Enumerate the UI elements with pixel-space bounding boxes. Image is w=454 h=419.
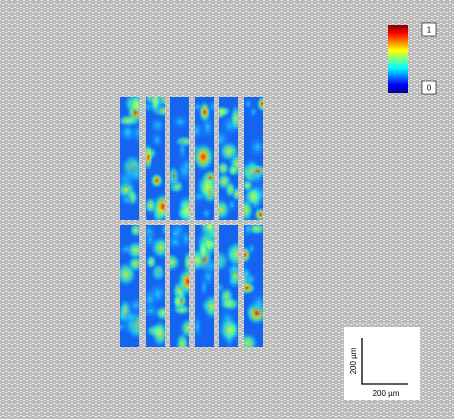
blob [244, 332, 259, 347]
blob [195, 142, 214, 172]
blob [226, 196, 238, 214]
blob [126, 240, 139, 261]
heatmap-strip [170, 225, 189, 347]
blob [149, 97, 162, 116]
blob [129, 97, 139, 116]
blob [256, 97, 263, 113]
blob [244, 272, 259, 287]
heatmap-strip [120, 97, 139, 220]
blob [249, 165, 263, 188]
blob [120, 192, 134, 208]
blob [177, 136, 189, 163]
heatmap-strip [219, 225, 238, 347]
blob [197, 239, 209, 263]
colorbar-max-box [421, 22, 437, 37]
blob [146, 286, 159, 312]
blob [150, 235, 165, 260]
blob [200, 206, 213, 220]
heatmap-strip [195, 97, 214, 220]
colorbar-min: 0 [427, 84, 432, 93]
scale-bar [361, 338, 408, 385]
blob [146, 254, 158, 270]
heatmap-strip [170, 97, 189, 220]
heatmap-strip [219, 97, 238, 220]
blob [219, 253, 229, 271]
blob [224, 180, 237, 199]
blob [202, 293, 214, 321]
colorbar [388, 25, 408, 93]
blob [195, 312, 203, 341]
blob [177, 194, 189, 220]
blob [170, 233, 186, 251]
blob [149, 172, 164, 189]
blob [174, 156, 189, 186]
blob [247, 105, 259, 119]
blob [249, 290, 263, 317]
blob [172, 293, 184, 311]
blob [154, 305, 165, 322]
colorbar-max: 1 [427, 26, 432, 35]
scale-bar-box [344, 327, 420, 400]
blob [149, 267, 165, 282]
blob [146, 142, 154, 172]
blob [170, 113, 189, 131]
blob [199, 276, 210, 298]
blob [147, 115, 165, 136]
scale-bar-x-label: 200 µm [373, 389, 400, 398]
blob [195, 173, 214, 201]
blob [126, 164, 139, 186]
blob [244, 245, 252, 265]
blob [121, 307, 139, 327]
blob [244, 185, 263, 207]
heatmap-strip [244, 225, 263, 347]
blob [159, 225, 165, 239]
blob [219, 160, 231, 177]
heatmap-strips [120, 97, 263, 347]
heatmap-strip [146, 97, 165, 220]
blob [150, 319, 165, 347]
heatmap-strip [195, 225, 214, 347]
blob [219, 105, 232, 118]
heatmap-strip [146, 225, 165, 347]
colorbar-min-box [421, 80, 437, 95]
blob [246, 135, 263, 159]
blob [219, 315, 238, 345]
blob [129, 225, 139, 238]
blob [177, 266, 189, 297]
scale-bar-y-label: 200 µm [349, 347, 358, 374]
blob [205, 97, 214, 116]
heatmap-strip [120, 225, 139, 347]
blob [244, 225, 254, 240]
blob [175, 331, 189, 347]
blob [146, 196, 158, 215]
blob [195, 119, 207, 142]
blob [120, 122, 136, 142]
blob [170, 252, 181, 273]
blob [146, 225, 158, 241]
heatmap-strip [244, 97, 263, 220]
blob [253, 206, 263, 220]
